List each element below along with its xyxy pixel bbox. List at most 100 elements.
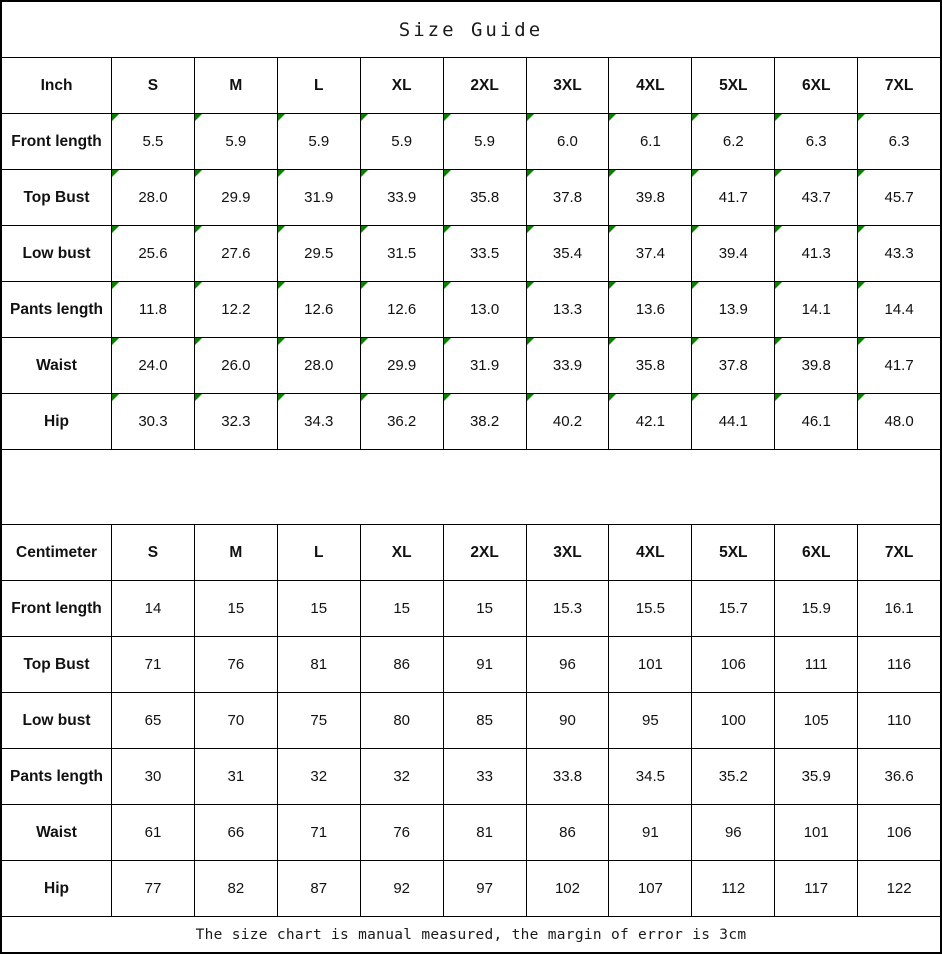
table-row: Top Bust 28.0 29.9 31.9 33.9 35.8 37.8 3… [2,170,940,226]
cell-value: 5.9 [194,114,278,169]
cell-value: 65 [112,693,195,748]
row-label: Top Bust [2,170,112,225]
cell-value: 27.6 [194,226,278,281]
cell-value: 11.8 [112,282,195,337]
cell-value: 82 [194,861,278,916]
inch-table: Inch S M L XL 2XL 3XL 4XL 5XL 6XL 7XL Fr… [2,58,940,450]
cell-value: 15 [360,581,444,636]
cell-value: 25.6 [112,226,195,281]
centimeter-unit-label: Centimeter [2,525,112,580]
cell-value: 32 [360,749,444,804]
row-label: Low bust [2,693,112,748]
cell-value: 45.7 [858,170,940,225]
cell-value: 81 [443,805,527,860]
cell-value: 31 [194,749,278,804]
inch-col-header-2xl: 2XL [443,58,527,113]
cell-value: 32 [277,749,361,804]
cell-value: 106 [858,805,940,860]
cell-value: 30.3 [112,394,195,449]
cell-value: 15.7 [692,581,776,636]
cell-value: 112 [692,861,776,916]
footer-note-row: The size chart is manual measured, the m… [2,917,940,952]
cell-value: 42.1 [609,394,693,449]
cell-value: 15 [277,581,361,636]
cell-value: 81 [277,637,361,692]
cell-value: 13.0 [443,282,527,337]
cell-value: 35.4 [526,226,610,281]
cell-value: 30 [112,749,195,804]
separator-cell [2,450,940,524]
cell-value: 46.1 [775,394,859,449]
cell-value: 41.3 [775,226,859,281]
cell-value: 13.6 [609,282,693,337]
inch-header-row: Inch S M L XL 2XL 3XL 4XL 5XL 6XL 7XL [2,58,940,114]
cell-value: 90 [526,693,610,748]
table-row: Hip 30.3 32.3 34.3 36.2 38.2 40.2 42.1 4… [2,394,940,450]
cell-value: 86 [526,805,610,860]
cell-value: 14.4 [858,282,940,337]
cell-value: 66 [194,805,278,860]
cell-value: 15.5 [609,581,693,636]
cell-value: 101 [609,637,693,692]
cell-value: 35.8 [609,338,693,393]
measurement-disclaimer: The size chart is manual measured, the m… [195,926,747,943]
cell-value: 37.8 [526,170,610,225]
cell-value: 33.9 [360,170,444,225]
cm-col-header-l: L [277,525,361,580]
cell-value: 39.8 [609,170,693,225]
cell-value: 61 [112,805,195,860]
cell-value: 85 [443,693,527,748]
cell-value: 92 [360,861,444,916]
cell-value: 70 [194,693,278,748]
cell-value: 91 [443,637,527,692]
cell-value: 107 [609,861,693,916]
table-separator-band [2,450,940,525]
cell-value: 37.8 [692,338,776,393]
cell-value: 31.9 [443,338,527,393]
cell-value: 40.2 [526,394,610,449]
title-row: Size Guide [2,2,940,58]
cell-value: 29.9 [360,338,444,393]
cell-value: 28.0 [112,170,195,225]
cell-value: 16.1 [858,581,940,636]
cell-value: 39.8 [775,338,859,393]
cell-value: 102 [526,861,610,916]
page-title: Size Guide [398,18,544,41]
cell-value: 48.0 [858,394,940,449]
cell-value: 26.0 [194,338,278,393]
cell-value: 31.5 [360,226,444,281]
table-row: Top Bust 71 76 81 86 91 96 101 106 111 1… [2,637,940,693]
cell-value: 28.0 [277,338,361,393]
inch-col-header-4xl: 4XL [609,58,693,113]
cell-value: 96 [692,805,776,860]
cell-value: 105 [775,693,859,748]
cm-col-header-6xl: 6XL [775,525,859,580]
cell-value: 12.6 [277,282,361,337]
inch-col-header-s: S [112,58,195,113]
inch-col-header-5xl: 5XL [692,58,776,113]
cell-value: 116 [858,637,940,692]
cell-value: 15.9 [775,581,859,636]
table-row: Pants length 11.8 12.2 12.6 12.6 13.0 13… [2,282,940,338]
cell-value: 122 [858,861,940,916]
table-row: Front length 14 15 15 15 15 15.3 15.5 15… [2,581,940,637]
row-label: Front length [2,581,112,636]
cm-col-header-2xl: 2XL [443,525,527,580]
cell-value: 86 [360,637,444,692]
cell-value: 37.4 [609,226,693,281]
cell-value: 35.2 [692,749,776,804]
cell-value: 95 [609,693,693,748]
cell-value: 111 [775,637,859,692]
table-row: Front length 5.5 5.9 5.9 5.9 5.9 6.0 6.1… [2,114,940,170]
cell-value: 75 [277,693,361,748]
inch-col-header-7xl: 7XL [858,58,940,113]
cell-value: 91 [609,805,693,860]
cell-value: 29.9 [194,170,278,225]
cell-value: 96 [526,637,610,692]
cell-value: 31.9 [277,170,361,225]
cell-value: 87 [277,861,361,916]
cm-col-header-m: M [194,525,278,580]
inch-unit-label: Inch [2,58,112,113]
cell-value: 6.0 [526,114,610,169]
cell-value: 80 [360,693,444,748]
